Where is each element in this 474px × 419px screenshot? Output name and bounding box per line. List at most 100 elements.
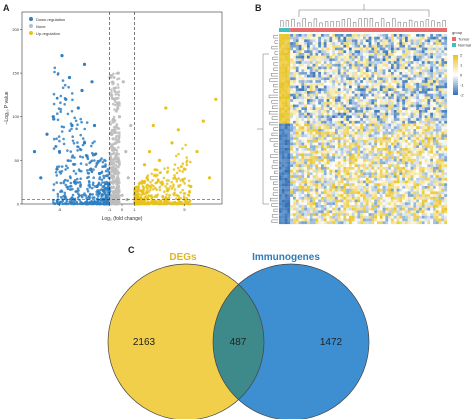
heatmap-cell <box>337 112 341 116</box>
heatmap-cell <box>368 36 372 40</box>
heatmap-cell <box>295 72 299 75</box>
volcano-point <box>112 162 115 166</box>
heatmap-cell <box>307 53 310 56</box>
heatmap-cell <box>281 36 285 40</box>
heatmap-cell <box>340 74 344 78</box>
heatmap-cell <box>326 66 330 70</box>
heatmap-cell <box>396 85 400 89</box>
heatmap-cell <box>416 88 420 92</box>
volcano-point <box>87 172 91 175</box>
heatmap-cell <box>281 123 285 127</box>
heatmap-cell <box>382 126 386 130</box>
heatmap-cell <box>399 134 403 138</box>
volcano-point <box>73 163 77 166</box>
heatmap-cell <box>312 50 316 54</box>
heatmap-cell <box>287 161 291 165</box>
heatmap-cell <box>374 85 378 89</box>
heatmap-cell <box>399 145 403 149</box>
heatmap-cell <box>413 169 417 173</box>
heatmap-cell <box>301 47 305 51</box>
heatmap-cell <box>309 126 313 130</box>
heatmap-cell <box>321 188 324 192</box>
volcano-point <box>52 118 55 121</box>
heatmap-cell <box>371 186 375 189</box>
heatmap-cell <box>337 110 341 113</box>
heatmap-cell <box>444 150 448 154</box>
volcano-point <box>112 115 116 119</box>
heatmap-cell <box>363 58 366 62</box>
heatmap-cell <box>444 96 448 100</box>
heatmap-cell <box>349 69 352 73</box>
heatmap-cell <box>295 115 299 119</box>
heatmap-cell <box>391 36 394 40</box>
heatmap-cell <box>377 158 380 162</box>
heatmap-cell <box>351 172 355 176</box>
heatmap-cell <box>379 44 383 48</box>
heatmap-cell <box>340 131 344 135</box>
y-tick-label: 150 <box>12 71 19 76</box>
heatmap-cell <box>343 101 347 105</box>
heatmap-cell <box>435 129 439 132</box>
heatmap-cell <box>360 169 364 173</box>
heatmap-cell <box>290 34 294 37</box>
heatmap-cell <box>337 53 341 56</box>
volcano-point <box>66 112 70 116</box>
heatmap-cell <box>427 158 431 162</box>
heatmap-cell <box>405 139 408 143</box>
heatmap-cell <box>371 80 375 83</box>
heatmap-cell <box>402 115 406 119</box>
heatmap-cell <box>379 36 383 40</box>
heatmap-cell <box>284 175 288 178</box>
heatmap-cell <box>391 53 394 56</box>
heatmap-cell <box>315 80 319 83</box>
heatmap-cell <box>368 169 372 173</box>
heatmap-cell <box>363 34 366 37</box>
heatmap-cell <box>298 72 302 75</box>
heatmap-cell <box>335 44 338 48</box>
heatmap-cell <box>421 91 425 94</box>
heatmap-cell <box>413 172 417 176</box>
heatmap-cell <box>444 153 448 157</box>
heatmap-cell <box>360 42 364 45</box>
heatmap-cell <box>298 110 302 113</box>
heatmap-cell <box>307 50 310 54</box>
heatmap-cell <box>377 167 380 170</box>
heatmap-cell <box>340 107 344 111</box>
heatmap-cell <box>421 175 425 178</box>
heatmap-cell <box>307 180 310 184</box>
volcano-point <box>96 195 100 198</box>
heatmap-cell <box>365 42 369 45</box>
heatmap-cell <box>419 42 422 45</box>
heatmap-cell <box>393 156 397 159</box>
heatmap-cell <box>312 74 316 78</box>
heatmap-cell <box>382 188 386 192</box>
heatmap-cell <box>399 129 403 132</box>
heatmap-cell <box>433 126 436 130</box>
heatmap-cell <box>413 145 417 149</box>
heatmap-cell <box>379 39 383 43</box>
volcano-point <box>179 202 183 206</box>
heatmap-cell <box>399 153 403 157</box>
heatmap-cell <box>346 150 350 154</box>
heatmap-cell <box>329 82 333 86</box>
heatmap-cell <box>365 91 369 94</box>
heatmap-cell <box>377 131 380 135</box>
heatmap-cell <box>281 39 285 43</box>
heatmap-cell <box>301 158 305 162</box>
heatmap-cell <box>298 53 302 56</box>
heatmap-cell <box>315 115 319 119</box>
heatmap-cell <box>382 161 386 165</box>
heatmap-cell <box>307 96 310 100</box>
heatmap-cell <box>413 42 417 45</box>
heatmap-cell <box>351 126 355 130</box>
heatmap-cell <box>321 126 324 130</box>
volcano-point <box>120 193 124 197</box>
heatmap-cell <box>416 66 420 70</box>
heatmap-cell <box>368 153 372 157</box>
heatmap-cell <box>360 44 364 48</box>
heatmap-cell <box>427 101 431 105</box>
heatmap-cell <box>318 91 322 94</box>
heatmap-cell <box>335 66 338 70</box>
heatmap-cell <box>357 177 361 181</box>
heatmap-cell <box>405 183 408 187</box>
